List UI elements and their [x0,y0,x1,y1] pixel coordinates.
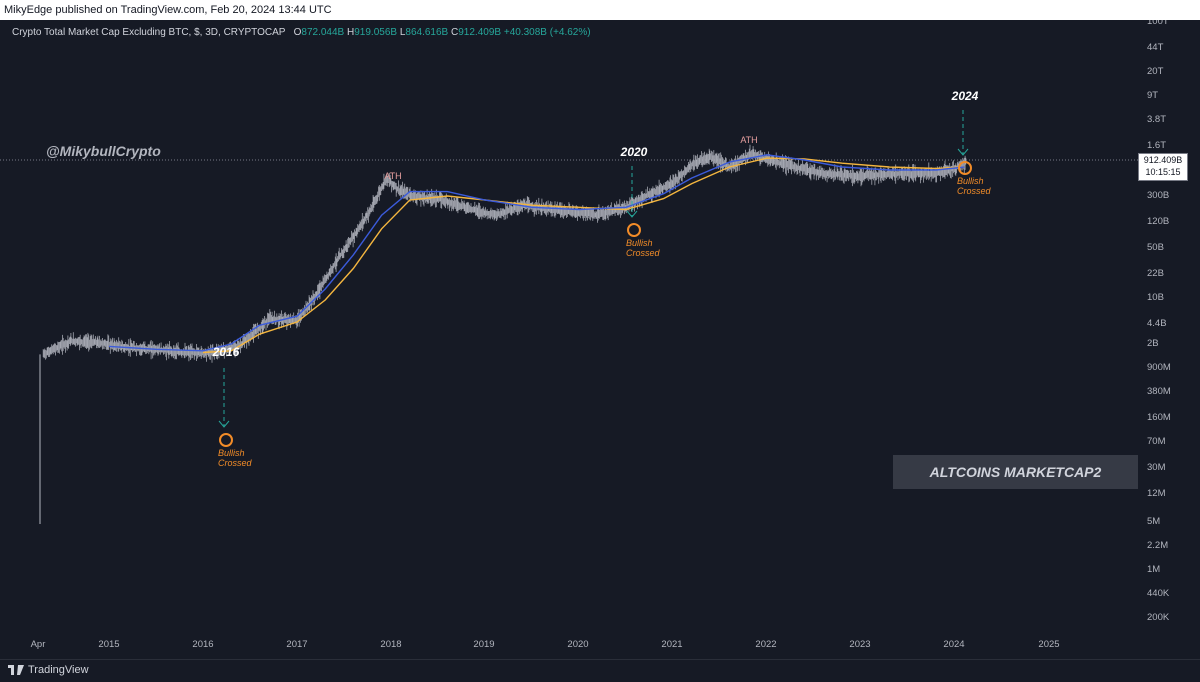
legend-low-label: L [399,27,406,38]
y-tick-label: 10B [1147,292,1164,303]
legend-symbol[interactable]: Crypto Total Market Cap Excluding BTC, $… [12,27,286,38]
legend-change: +40.308B (+4.62%) [503,27,591,38]
footer-bar: TradingView [0,659,1200,682]
y-tick-label: 100T [1147,20,1169,27]
legend-high: 919.056B [354,27,398,38]
tradingview-brand: TradingView [28,664,89,676]
x-tick-label: 2024 [943,639,964,650]
y-tick-label: 1.6T [1147,140,1166,151]
bullish-label: Bullish [218,448,245,458]
x-tick-label: 2015 [98,639,119,650]
legend-close-label: C [451,27,459,38]
y-tick-label: 20T [1147,66,1164,77]
y-tick-label: 22B [1147,268,1164,279]
legend-open-label: O [293,27,302,38]
signal-arrowhead [957,148,969,156]
y-tick-label: 380M [1147,386,1171,397]
y-tick-label: 300B [1147,190,1169,201]
y-tick-label: 900M [1147,362,1171,373]
chart-legend[interactable]: Crypto Total Market Cap Excluding BTC, $… [12,27,591,38]
y-tick-label: 5M [1147,516,1160,527]
y-axis[interactable]: 100T 44T 20T 9T 3.8T 1.6T 300B 120B 50B 22B 10B 4.4… [1147,16,1171,623]
x-tick-label: 2018 [380,639,401,650]
crossed-label: Crossed [626,248,661,258]
x-tick-label: Apr [31,639,46,650]
fast-ma-path [108,154,965,352]
bar-countdown: 10:15:15 [1145,167,1181,177]
year-label: 2024 [951,89,979,103]
tradingview-logo[interactable]: TradingView [8,664,89,676]
legend-close: 912.409B [458,27,502,38]
y-tick-label: 70M [1147,436,1166,447]
x-tick-label: 2019 [473,639,494,650]
x-tick-label: 2021 [661,639,682,650]
y-tick-label: 440K [1147,588,1170,599]
last-price-tag: 912.409B 10:15:15 [1138,153,1188,181]
signal-arrowhead [218,420,230,428]
tradingview-icon [8,665,24,675]
legend-low: 864.616B [405,27,449,38]
y-tick-label: 160M [1147,412,1171,423]
y-tick-label: 44T [1147,42,1164,53]
watermark-text: @MikybullCrypto [46,143,161,159]
ath-label: ATH [740,135,757,145]
cross-marker [627,223,641,237]
x-tick-label: 2017 [286,639,307,650]
bullish-label: Bullish [626,238,653,248]
legend-open: 872.044B [301,27,345,38]
crossed-label: Crossed [957,186,992,196]
cross-marker [958,161,972,175]
ath-labels: ATH ATH [384,135,757,181]
slow-ma-path [202,157,965,354]
y-tick-label: 120B [1147,216,1169,227]
y-tick-label: 2B [1147,338,1159,349]
y-tick-label: 4.4B [1147,318,1167,329]
price-chart[interactable]: 100T 44T 20T 9T 3.8T 1.6T 300B 120B 50B 22B 10B 4.4… [0,16,1200,659]
x-tick-label: 2023 [849,639,870,650]
x-axis[interactable]: Apr 2015 2016 2017 2018 2019 2020 2021 2022 2023 2… [31,639,1060,650]
publish-text: MikyEdge published on TradingView.com, F… [4,4,332,16]
y-tick-label: 9T [1147,90,1158,101]
x-tick-label: 2025 [1038,639,1059,650]
y-tick-label: 30M [1147,462,1166,473]
publish-bar: MikyEdge published on TradingView.com, F… [0,0,1200,20]
year-label: 2020 [620,145,648,159]
signal-arrowhead [626,210,638,218]
annotations: 2016BullishCrossed2020BullishCrossed2024… [212,89,992,468]
x-tick-label: 2022 [755,639,776,650]
y-tick-label: 3.8T [1147,114,1166,125]
legend-high-label: H [347,27,355,38]
year-label: 2016 [212,345,240,359]
ath-label: ATH [384,171,401,181]
y-tick-label: 1M [1147,564,1160,575]
crossed-label: Crossed [218,458,253,468]
y-tick-label: 12M [1147,488,1166,499]
altcoins-marketcap-box: ALTCOINS MARKETCAP2 [893,455,1138,489]
cross-marker [219,433,233,447]
fast-ma-line [108,154,965,352]
slow-ma-line [202,157,965,354]
y-tick-label: 50B [1147,242,1164,253]
x-tick-label: 2016 [192,639,213,650]
bullish-label: Bullish [957,176,984,186]
chart-pane[interactable]: 100T 44T 20T 9T 3.8T 1.6T 300B 120B 50B 22B 10B 4.4… [0,16,1200,659]
last-price-value: 912.409B [1143,155,1183,165]
y-tick-label: 200K [1147,612,1170,623]
y-tick-label: 2.2M [1147,540,1168,551]
x-tick-label: 2020 [567,639,588,650]
